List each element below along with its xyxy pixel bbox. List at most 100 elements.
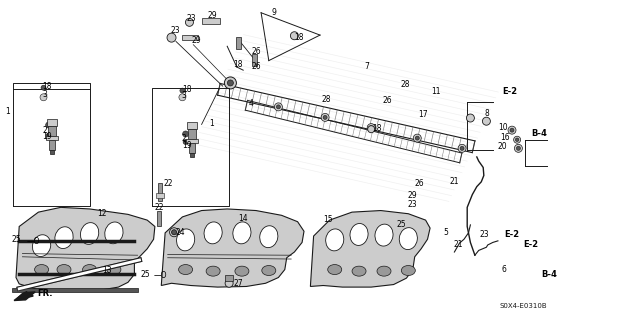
Ellipse shape: [83, 264, 97, 275]
Text: S0X4-E0310B: S0X4-E0310B: [500, 303, 547, 308]
Polygon shape: [16, 292, 33, 300]
Text: 19: 19: [42, 132, 52, 141]
Circle shape: [415, 136, 419, 140]
Ellipse shape: [179, 264, 193, 275]
Text: 2: 2: [182, 134, 186, 143]
Text: 1: 1: [209, 119, 214, 128]
Text: E-2: E-2: [504, 230, 520, 239]
Text: 23: 23: [170, 26, 180, 35]
Ellipse shape: [328, 264, 342, 275]
Bar: [49, 140, 56, 150]
Circle shape: [167, 33, 176, 42]
Text: 25: 25: [141, 270, 150, 279]
Text: 11: 11: [431, 87, 440, 96]
Circle shape: [514, 136, 520, 143]
Polygon shape: [310, 211, 430, 287]
Bar: [225, 275, 233, 281]
Text: 26: 26: [252, 47, 261, 56]
Bar: [236, 37, 241, 49]
Circle shape: [275, 103, 282, 111]
Bar: [158, 183, 162, 201]
Ellipse shape: [262, 265, 276, 276]
Bar: [51, 150, 54, 154]
Circle shape: [41, 85, 46, 90]
Ellipse shape: [33, 235, 51, 256]
Text: 26: 26: [252, 63, 261, 71]
Text: 27: 27: [234, 279, 243, 288]
Ellipse shape: [399, 228, 417, 249]
Text: 28: 28: [322, 95, 332, 104]
Circle shape: [291, 32, 298, 40]
Circle shape: [515, 138, 519, 141]
Text: 7: 7: [365, 63, 370, 71]
Bar: [157, 211, 161, 226]
Text: 2: 2: [42, 126, 47, 135]
Ellipse shape: [35, 264, 49, 275]
Text: 8: 8: [484, 109, 489, 118]
Text: 17: 17: [418, 110, 428, 119]
Text: 29: 29: [407, 191, 417, 200]
Circle shape: [369, 126, 373, 130]
Text: 29: 29: [208, 11, 218, 20]
Circle shape: [227, 80, 234, 86]
Text: 18: 18: [42, 82, 52, 91]
Text: 19: 19: [182, 141, 191, 150]
Text: 18: 18: [182, 85, 191, 94]
Text: 22: 22: [163, 179, 173, 188]
Bar: [156, 193, 164, 198]
Text: 6: 6: [502, 265, 507, 274]
Circle shape: [515, 144, 522, 152]
Text: E-2: E-2: [524, 241, 539, 249]
Text: 5: 5: [443, 228, 448, 237]
Circle shape: [516, 146, 520, 150]
Bar: [12, 288, 138, 292]
Ellipse shape: [81, 223, 99, 244]
Polygon shape: [14, 292, 35, 300]
Text: 16: 16: [500, 133, 510, 142]
Bar: [182, 34, 198, 40]
Bar: [47, 136, 58, 140]
Text: 1: 1: [5, 107, 10, 116]
Text: 15: 15: [323, 215, 333, 224]
Circle shape: [321, 113, 329, 122]
Circle shape: [179, 94, 186, 101]
Ellipse shape: [260, 226, 278, 248]
Text: B-4: B-4: [531, 130, 547, 138]
Circle shape: [186, 18, 193, 26]
Circle shape: [225, 279, 233, 287]
Circle shape: [323, 115, 327, 119]
Circle shape: [40, 94, 47, 101]
Text: 28: 28: [401, 80, 410, 89]
Text: 29: 29: [191, 36, 201, 45]
Circle shape: [183, 139, 188, 145]
Text: FR.: FR.: [37, 289, 52, 298]
Circle shape: [276, 105, 280, 109]
Circle shape: [510, 128, 514, 132]
Text: 3: 3: [182, 91, 187, 100]
Ellipse shape: [401, 265, 415, 276]
Ellipse shape: [206, 266, 220, 276]
Circle shape: [225, 77, 236, 89]
Circle shape: [46, 133, 51, 138]
Polygon shape: [161, 209, 304, 287]
Text: 24: 24: [176, 228, 186, 237]
Circle shape: [170, 228, 179, 237]
Text: 22: 22: [155, 204, 164, 212]
Circle shape: [45, 122, 52, 128]
Ellipse shape: [57, 264, 71, 275]
Ellipse shape: [377, 266, 391, 276]
Circle shape: [467, 114, 474, 122]
Text: 25: 25: [397, 220, 406, 229]
Circle shape: [368, 126, 374, 133]
Circle shape: [508, 126, 516, 134]
Text: 26: 26: [383, 96, 392, 105]
Text: 21: 21: [453, 240, 463, 249]
Ellipse shape: [204, 222, 222, 244]
Text: 18: 18: [372, 124, 382, 133]
Ellipse shape: [177, 229, 195, 251]
Circle shape: [483, 117, 490, 125]
Text: 23: 23: [480, 230, 490, 239]
Text: 23: 23: [407, 200, 417, 209]
Ellipse shape: [350, 224, 368, 245]
Ellipse shape: [326, 229, 344, 251]
